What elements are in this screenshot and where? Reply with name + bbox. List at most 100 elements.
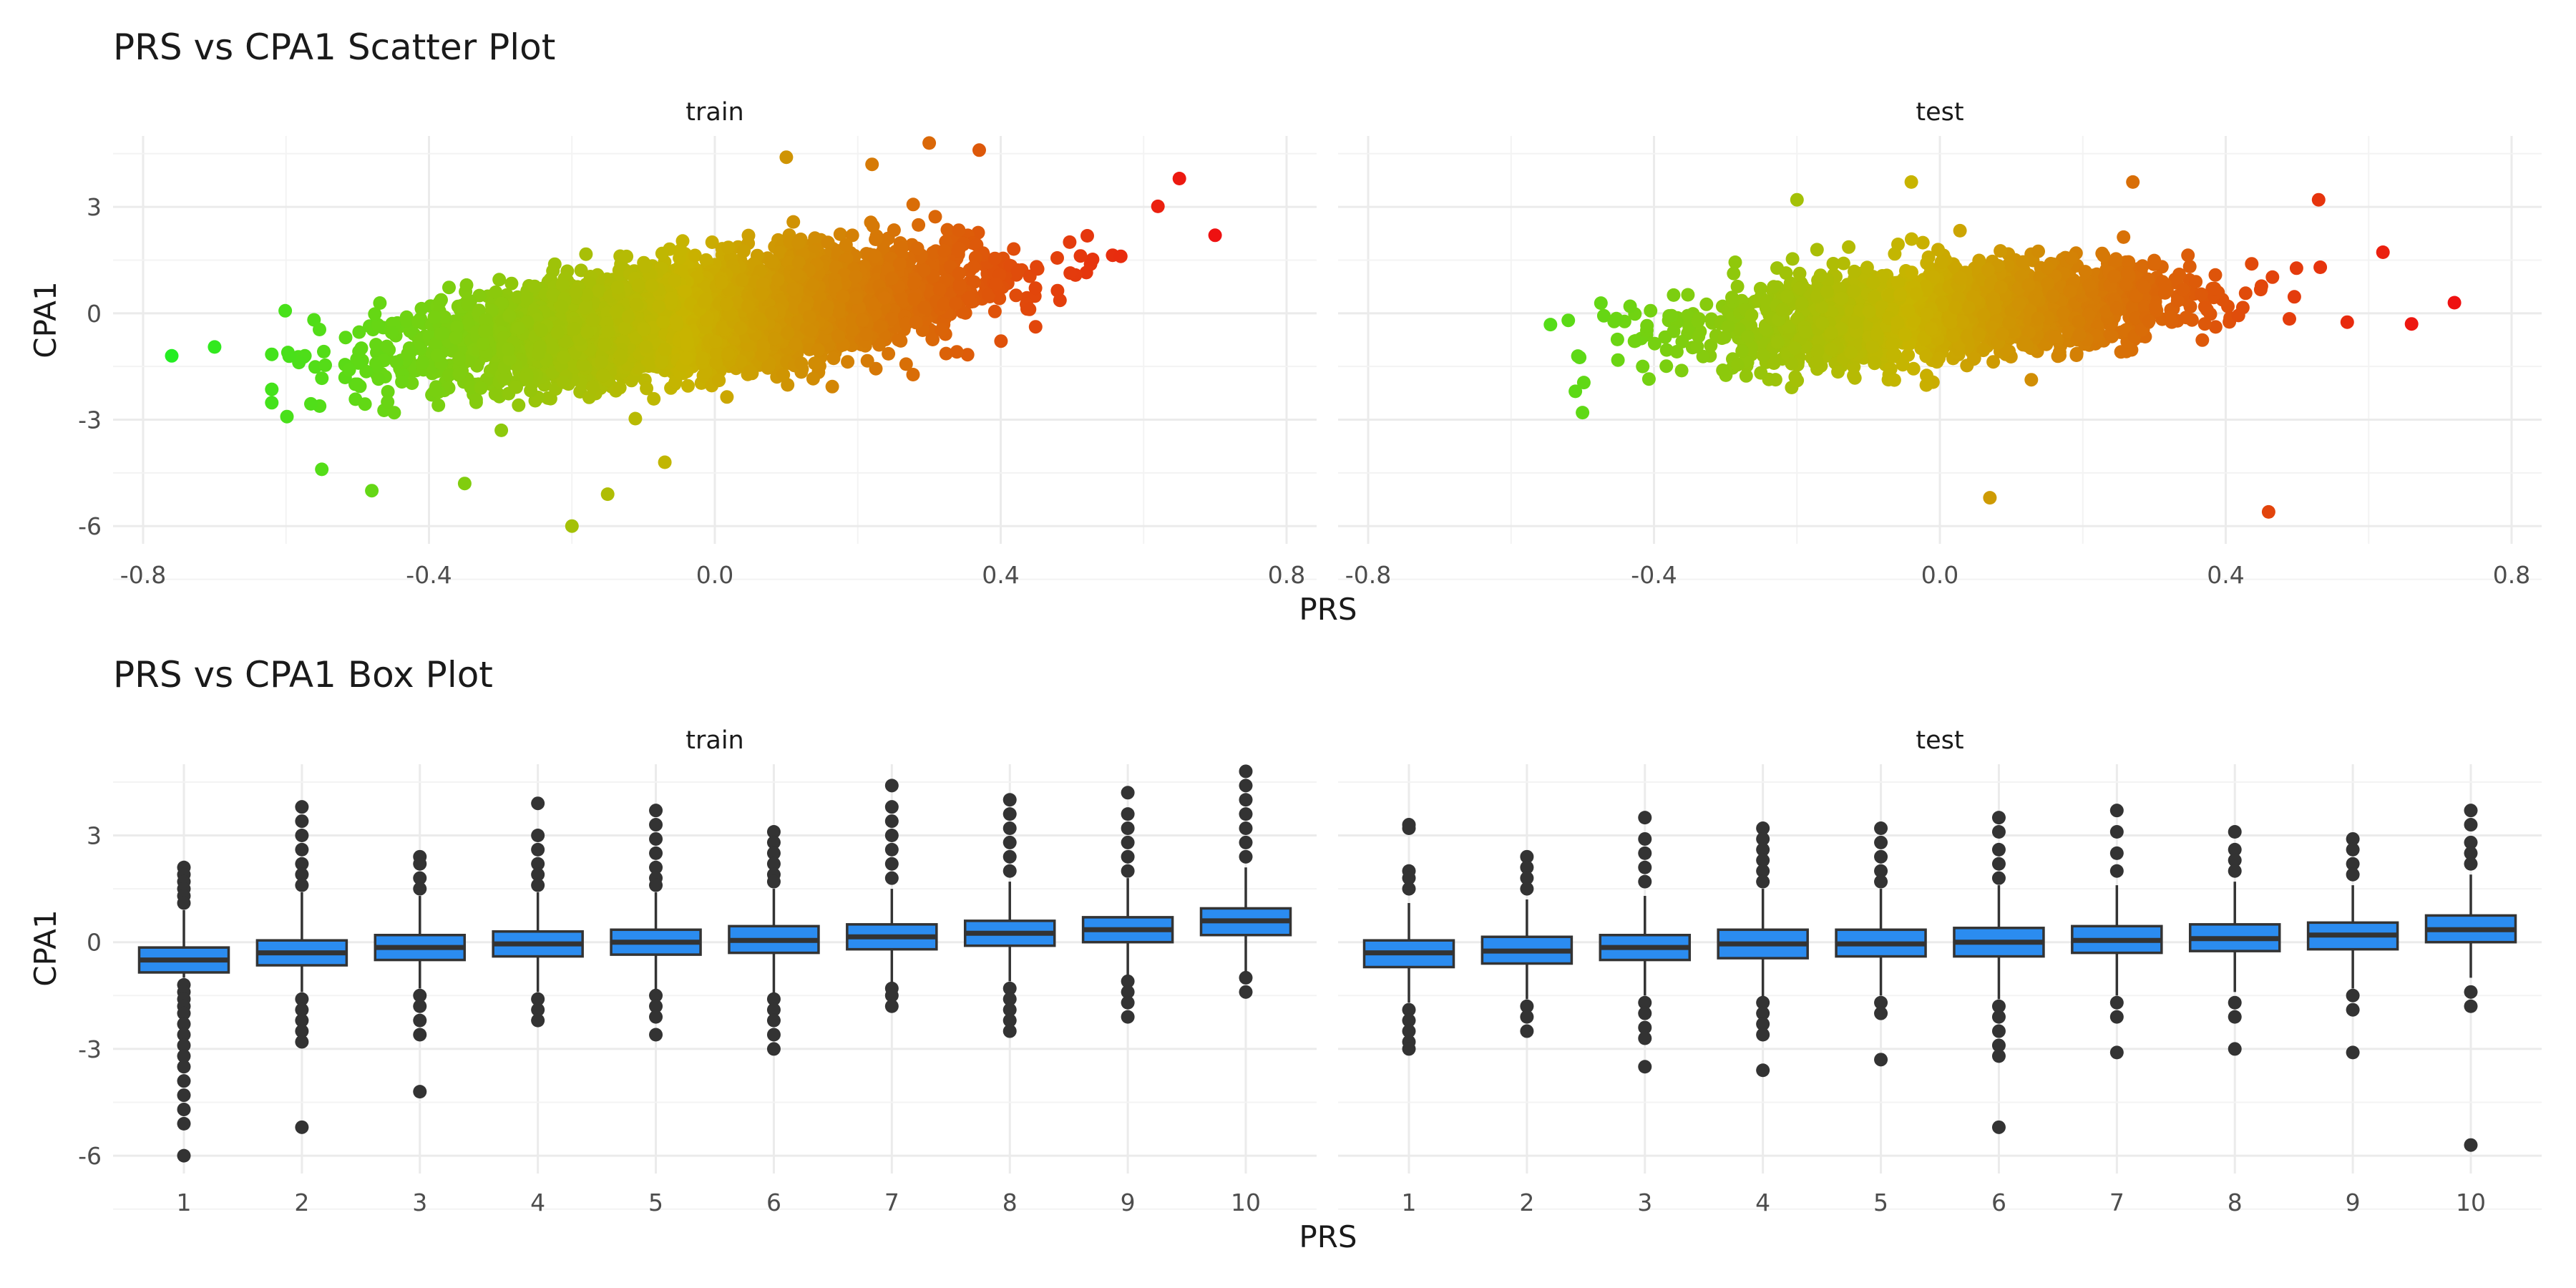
- scatter-point: [315, 371, 329, 386]
- scatter-point: [556, 375, 570, 389]
- scatter-point: [280, 409, 294, 424]
- scatter-point: [658, 342, 672, 356]
- scatter-point: [806, 371, 820, 386]
- scatter-point: [497, 372, 512, 386]
- scatter-point: [354, 341, 369, 356]
- scatter-point: [1028, 281, 1043, 296]
- scatter-point: [389, 355, 404, 369]
- scatter-point: [1007, 242, 1021, 256]
- scatter-point: [352, 325, 366, 339]
- scatter-point: [265, 382, 279, 396]
- scatter-point: [882, 346, 896, 361]
- scatter-point: [555, 277, 570, 291]
- scatter-point: [338, 331, 353, 345]
- scatter-point: [265, 347, 279, 361]
- scatter-point: [833, 227, 847, 241]
- scatter-point: [804, 324, 819, 338]
- scatter-point: [524, 384, 538, 398]
- scatter-point: [839, 238, 853, 252]
- scatter-point: [719, 297, 733, 311]
- scatter-point: [989, 277, 1003, 291]
- scatter-point: [971, 225, 985, 240]
- scatter-point: [952, 241, 966, 255]
- scatter-point: [380, 339, 394, 353]
- scatter-point: [826, 351, 841, 366]
- scatter-point: [477, 336, 490, 351]
- scatter-point: [1023, 302, 1037, 316]
- scatter-point: [771, 273, 785, 287]
- scatter-point: [987, 251, 1002, 265]
- scatter-point: [776, 368, 791, 382]
- scatter-point: [708, 334, 723, 348]
- scatter-point: [841, 355, 855, 369]
- scatter-point: [1053, 293, 1067, 308]
- scatter-point: [613, 381, 627, 395]
- scatter-point: [579, 247, 593, 261]
- scatter-point: [501, 342, 515, 356]
- scatter-point: [994, 334, 1008, 348]
- scatter-point: [580, 326, 595, 339]
- scatter-point: [737, 244, 751, 258]
- scatter-point: [304, 396, 318, 411]
- scatter-point: [721, 347, 735, 361]
- scatter-point: [578, 301, 592, 315]
- scatter-point: [384, 326, 399, 340]
- scatter-point: [313, 323, 326, 336]
- x-tick-label: 0.8: [1268, 561, 1305, 589]
- scatter-point: [855, 313, 869, 327]
- y-tick-label: 3: [87, 193, 102, 221]
- scatter-point: [640, 381, 654, 396]
- scatter-point: [535, 323, 548, 338]
- scatter-point: [937, 298, 951, 312]
- scatter-point: [786, 215, 801, 229]
- scatter-point: [569, 286, 583, 300]
- scatter-point: [430, 348, 444, 363]
- scatter-point: [371, 372, 386, 386]
- scatter-point: [859, 327, 874, 341]
- scatter-point: [802, 310, 816, 323]
- scatter-point: [442, 280, 456, 295]
- scatter-point: [567, 322, 581, 336]
- scatter-point: [504, 276, 519, 291]
- scatter-point: [1009, 288, 1023, 303]
- scatter-point: [519, 371, 534, 386]
- scatter-point: [765, 255, 779, 269]
- scatter-point: [743, 364, 757, 379]
- scatter-point: [1028, 320, 1043, 334]
- scatter-point: [278, 303, 293, 318]
- x-tick-label: -0.8: [120, 561, 166, 589]
- scatter-point: [317, 344, 331, 358]
- scatter-point: [952, 266, 966, 280]
- scatter-point: [637, 323, 651, 337]
- scatter-point: [631, 278, 645, 293]
- scatter-point: [825, 379, 839, 394]
- scatter-point: [1010, 264, 1025, 278]
- scatter-point: [620, 249, 634, 263]
- scatter-point: [675, 234, 690, 248]
- scatter-point: [808, 356, 822, 371]
- scatter-point: [381, 395, 395, 409]
- scatter-point: [910, 241, 924, 255]
- scatter-point: [849, 291, 863, 305]
- scatter-point: [411, 315, 425, 329]
- scatter-y-axis-title: CPA1: [28, 281, 63, 358]
- scatter-point: [712, 374, 726, 388]
- scatter-point: [428, 384, 442, 398]
- scatter-point: [877, 291, 892, 305]
- scatter-point: [849, 270, 863, 283]
- scatter-point: [720, 390, 734, 404]
- scatter-point: [967, 260, 981, 274]
- scatter-point: [932, 283, 947, 297]
- scatter-point: [714, 275, 728, 290]
- scatter-point: [555, 299, 569, 313]
- scatter-point: [1085, 253, 1100, 266]
- scatter-x-axis-title: PRS: [1299, 592, 1357, 627]
- scatter-point: [1063, 235, 1077, 249]
- scatter-point: [869, 233, 883, 246]
- scatter-point: [907, 276, 921, 291]
- scatter-point: [502, 308, 517, 323]
- y-tick-label: -6: [78, 512, 102, 540]
- scatter-point: [628, 411, 643, 426]
- scatter-point: [613, 348, 628, 363]
